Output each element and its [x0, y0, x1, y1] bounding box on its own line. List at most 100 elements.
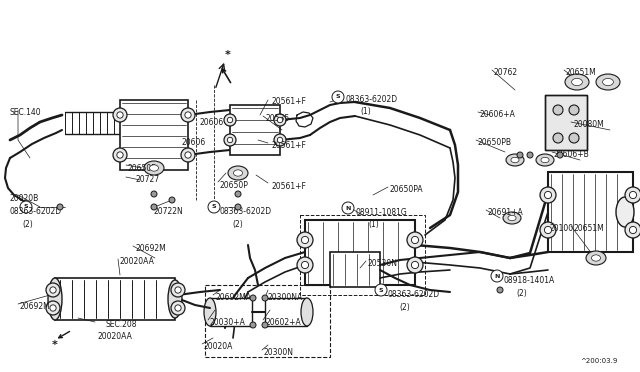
Ellipse shape	[541, 157, 549, 163]
Circle shape	[113, 108, 127, 122]
Text: 20602+A: 20602+A	[265, 318, 301, 327]
Circle shape	[274, 134, 286, 146]
Circle shape	[113, 148, 127, 162]
Text: (2): (2)	[232, 220, 243, 229]
Circle shape	[540, 222, 556, 238]
Text: (2): (2)	[516, 289, 527, 298]
Bar	[300, 215, 425, 295]
Text: 20691+A: 20691+A	[488, 208, 524, 217]
Circle shape	[277, 117, 283, 123]
Text: 20020A: 20020A	[204, 342, 234, 351]
Text: 20762: 20762	[494, 68, 518, 77]
Circle shape	[151, 204, 157, 210]
Text: S: S	[212, 205, 216, 209]
Text: 20530N: 20530N	[368, 259, 398, 268]
Circle shape	[224, 134, 236, 146]
Circle shape	[185, 112, 191, 118]
Circle shape	[540, 187, 556, 203]
Ellipse shape	[204, 298, 216, 326]
Text: 20606: 20606	[182, 138, 206, 147]
Text: *: *	[52, 340, 58, 350]
Ellipse shape	[508, 215, 516, 221]
Text: 20727: 20727	[135, 175, 159, 184]
Circle shape	[407, 232, 423, 248]
Circle shape	[175, 287, 181, 293]
Text: 08918-1401A: 08918-1401A	[504, 276, 556, 285]
Circle shape	[412, 262, 419, 269]
Text: 20080M: 20080M	[573, 120, 604, 129]
Circle shape	[117, 152, 123, 158]
Ellipse shape	[506, 154, 524, 166]
Text: 20020B: 20020B	[10, 194, 39, 203]
Text: (2): (2)	[399, 303, 410, 312]
Text: 20561+F: 20561+F	[272, 182, 307, 191]
Ellipse shape	[48, 278, 62, 320]
Text: 20606: 20606	[200, 118, 224, 127]
Ellipse shape	[572, 78, 582, 86]
Ellipse shape	[536, 154, 554, 166]
Text: 20692M: 20692M	[135, 244, 166, 253]
Text: 08363-6202D: 08363-6202D	[345, 95, 397, 104]
Text: 20100: 20100	[550, 224, 574, 233]
Text: 20651M: 20651M	[566, 68, 596, 77]
Circle shape	[181, 108, 195, 122]
Circle shape	[224, 114, 236, 126]
Text: 20020AA: 20020AA	[120, 257, 155, 266]
Text: 20606+A: 20606+A	[480, 110, 516, 119]
Circle shape	[375, 284, 387, 296]
Bar	[120, 100, 188, 170]
Text: 20606+B: 20606+B	[554, 150, 589, 159]
Circle shape	[553, 133, 563, 143]
Bar	[548, 172, 633, 252]
Ellipse shape	[511, 157, 519, 163]
Circle shape	[557, 152, 563, 158]
Circle shape	[20, 201, 32, 213]
Text: S: S	[379, 288, 383, 292]
Text: 20300NA: 20300NA	[268, 293, 303, 302]
Text: 20651M: 20651M	[573, 224, 604, 233]
Bar	[305, 220, 415, 285]
Text: 20722N: 20722N	[153, 207, 183, 216]
Bar	[205, 285, 330, 357]
Ellipse shape	[228, 166, 248, 180]
Bar	[330, 252, 380, 287]
Text: (1): (1)	[368, 220, 379, 229]
Circle shape	[185, 152, 191, 158]
Circle shape	[227, 137, 233, 143]
Bar	[265, 298, 307, 326]
Text: N: N	[346, 205, 351, 211]
Bar	[55, 278, 175, 320]
Text: 20535: 20535	[265, 114, 289, 123]
Ellipse shape	[586, 251, 606, 265]
Circle shape	[169, 197, 175, 203]
Text: N: N	[494, 273, 500, 279]
Text: 08363-6202D: 08363-6202D	[220, 207, 272, 216]
Ellipse shape	[596, 74, 620, 90]
Bar	[210, 298, 252, 326]
Circle shape	[491, 270, 503, 282]
Ellipse shape	[591, 255, 600, 261]
Circle shape	[517, 152, 523, 158]
Text: 08363-6202D: 08363-6202D	[10, 207, 62, 216]
Circle shape	[527, 152, 533, 158]
Circle shape	[262, 322, 268, 328]
Circle shape	[301, 262, 308, 269]
Circle shape	[235, 204, 241, 210]
Text: S: S	[336, 94, 340, 99]
Circle shape	[262, 295, 268, 301]
Text: SEC.208: SEC.208	[105, 320, 136, 329]
Text: 20561+F: 20561+F	[272, 97, 307, 106]
Bar	[545, 95, 587, 150]
Circle shape	[208, 201, 220, 213]
Circle shape	[50, 305, 56, 311]
Circle shape	[250, 295, 256, 301]
Ellipse shape	[150, 165, 159, 171]
Ellipse shape	[301, 298, 313, 326]
Circle shape	[151, 191, 157, 197]
Text: 20300N: 20300N	[264, 348, 294, 357]
Circle shape	[117, 112, 123, 118]
Circle shape	[332, 91, 344, 103]
Text: 20692MA: 20692MA	[215, 293, 251, 302]
Circle shape	[250, 322, 256, 328]
Text: SEC.140: SEC.140	[10, 108, 42, 117]
